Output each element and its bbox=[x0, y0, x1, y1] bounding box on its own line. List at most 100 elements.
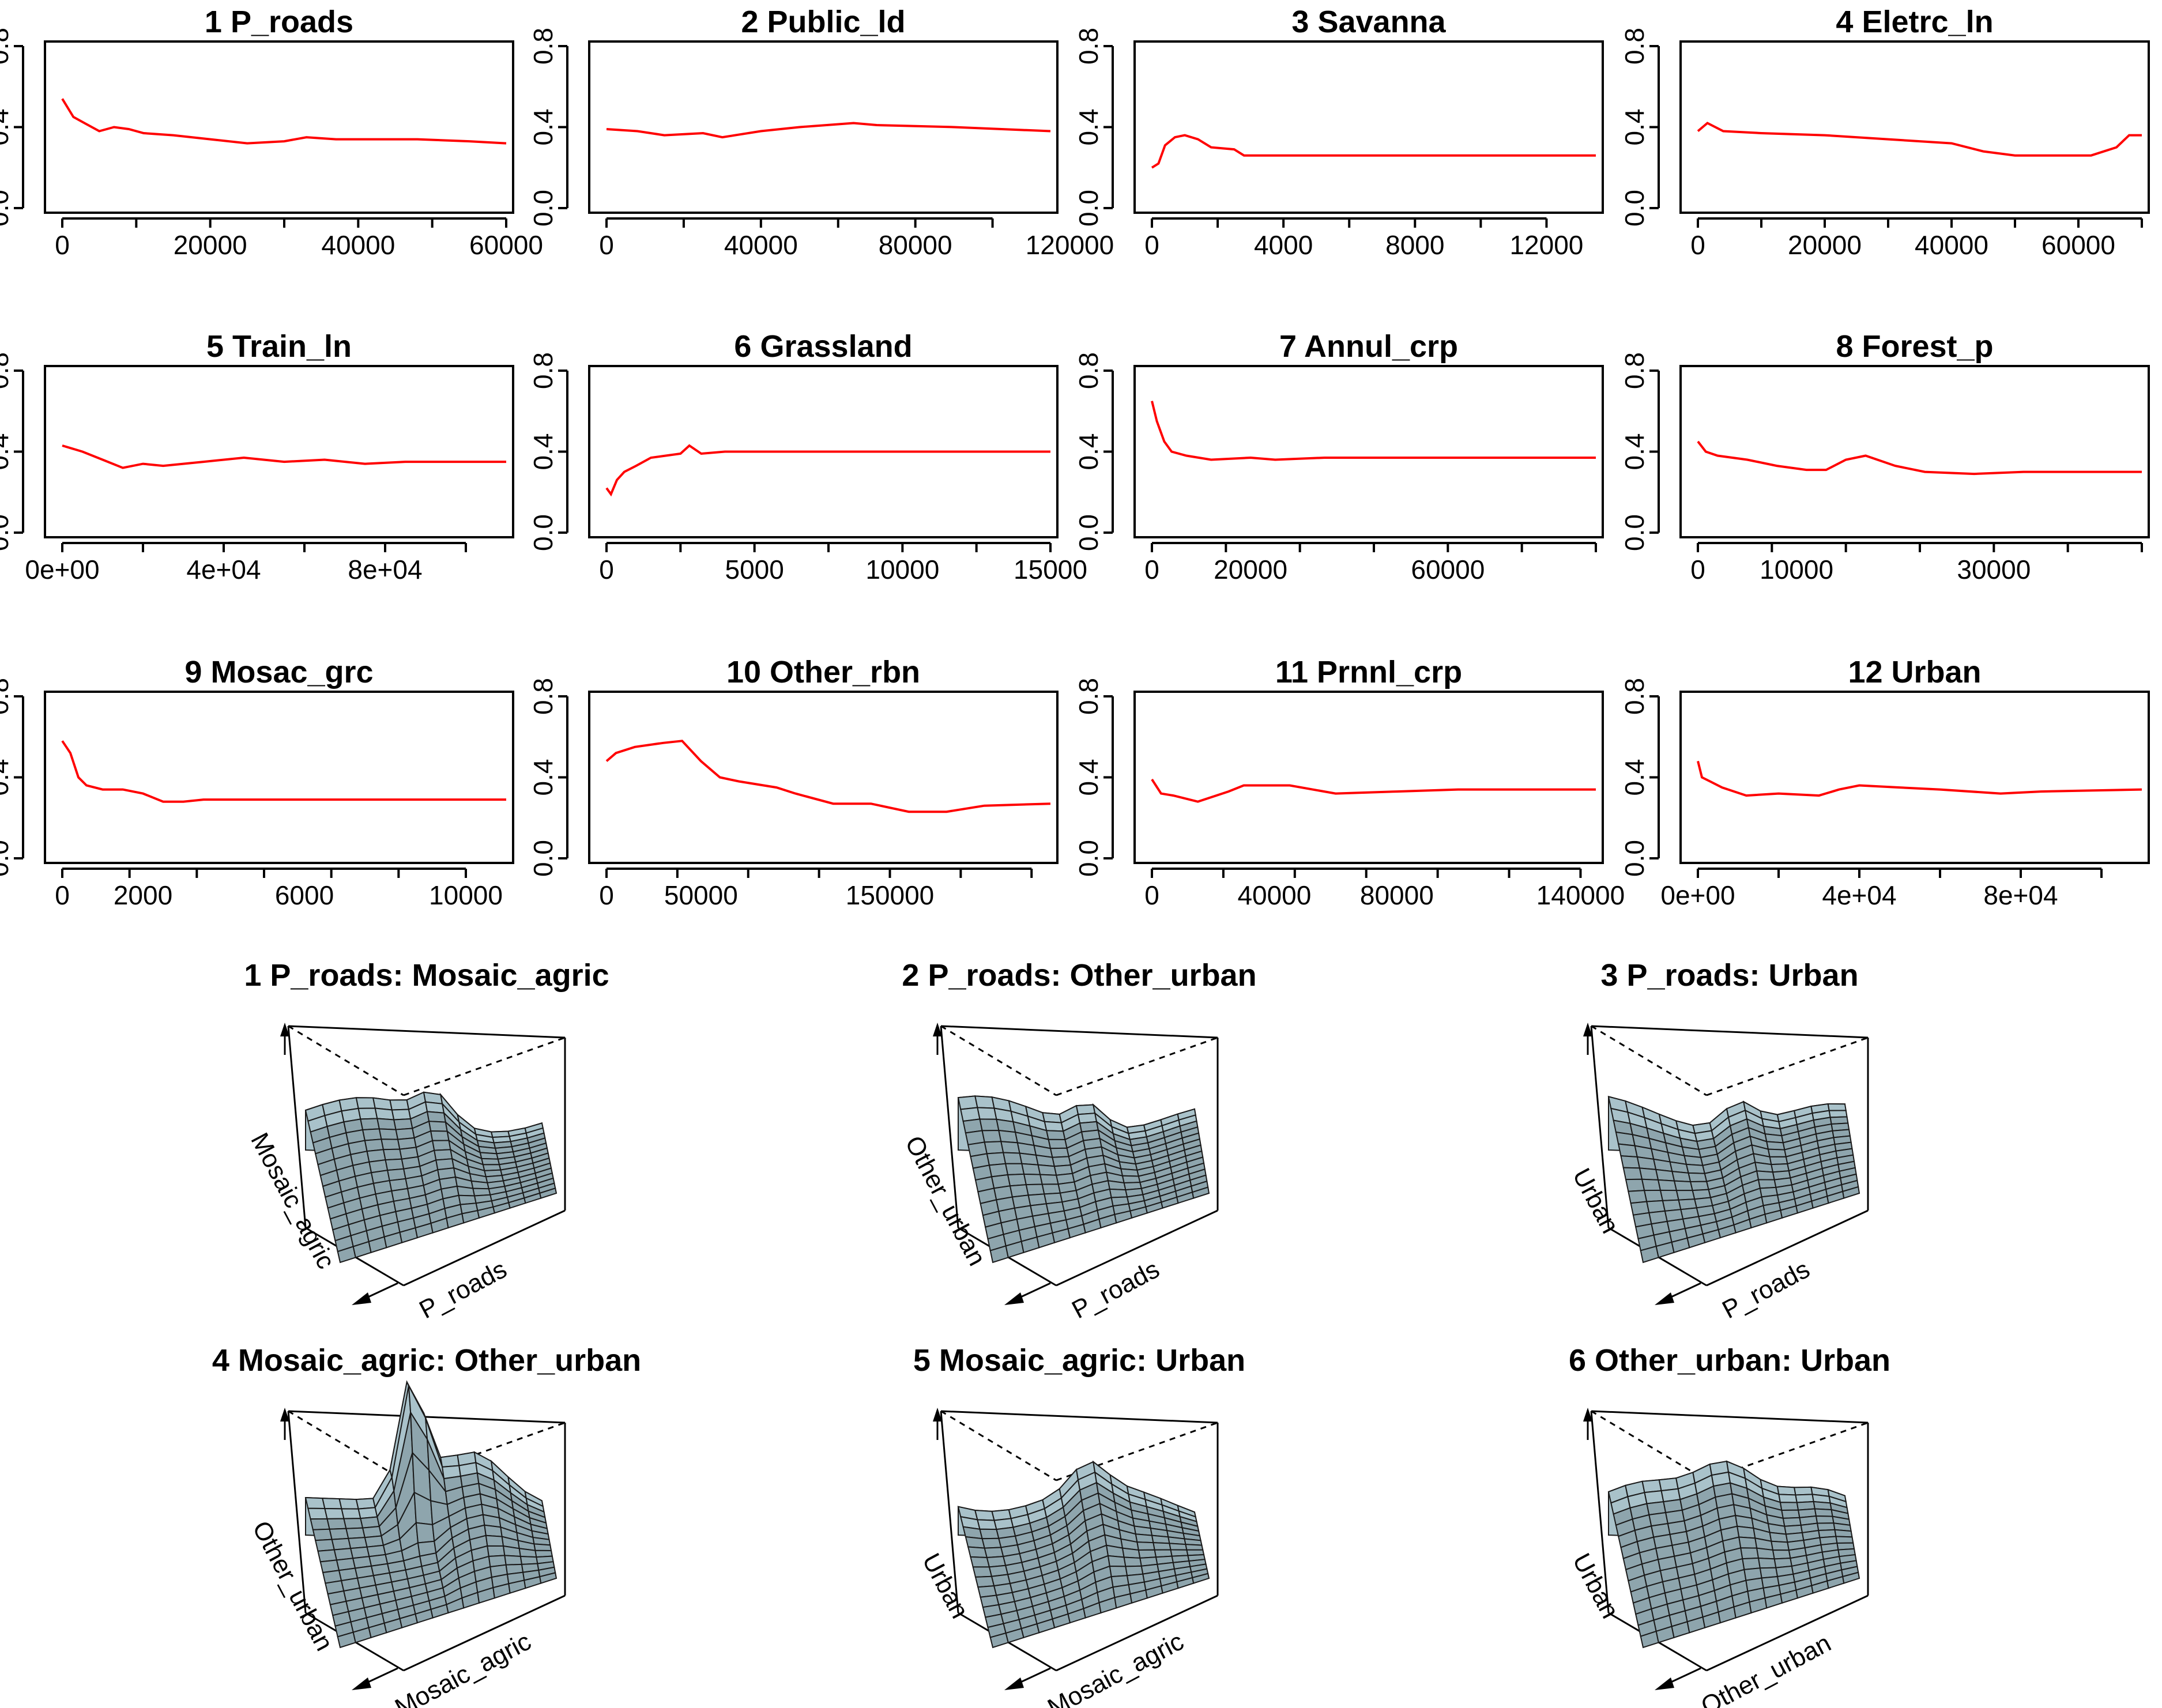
plot-frame bbox=[44, 365, 514, 538]
y-tick-label: 0.0 bbox=[1619, 840, 1649, 877]
series-line bbox=[1151, 778, 1596, 803]
box-edge bbox=[403, 1209, 566, 1287]
box-edge-hidden bbox=[403, 1036, 566, 1096]
plot-frame bbox=[1679, 365, 2150, 538]
surface-facet bbox=[1671, 1170, 1692, 1183]
surface-panel: 5 Mosaic_agric: Urban Mosaic_agric Urban bbox=[913, 1343, 1245, 1708]
box-edge bbox=[940, 1410, 1218, 1424]
y-tick-label: 0.0 bbox=[528, 190, 558, 227]
panel-title: 3 Savanna bbox=[1291, 5, 1446, 39]
surface-facet bbox=[1002, 1152, 1023, 1164]
x-tick-label: 80000 bbox=[879, 230, 952, 260]
surface-facet bbox=[1641, 1178, 1662, 1192]
surface-facet bbox=[355, 1097, 376, 1109]
x-tick-label: 4e+04 bbox=[1822, 880, 1896, 910]
surface-facet bbox=[376, 1118, 397, 1130]
box-edge bbox=[1706, 1209, 1869, 1287]
line-panel: 4 Eletrc_ln 0.0 0.4 0.8 0 20000 40000 60000 bbox=[1619, 5, 2150, 260]
box-edge bbox=[287, 1025, 307, 1228]
line-panel: 2 Public_ld 0.0 0.4 0.8 0 40000 80000 120000 bbox=[528, 5, 1114, 260]
x-tick-label: 140000 bbox=[1536, 880, 1625, 910]
y-tick-label: 0.8 bbox=[1074, 352, 1103, 389]
x-tick-label: 2000 bbox=[114, 880, 172, 910]
surface-facet bbox=[1136, 1541, 1155, 1551]
plot-frame bbox=[44, 691, 514, 864]
box-edge bbox=[1591, 1025, 1869, 1039]
series-line bbox=[605, 444, 1050, 497]
panel-title: 4 Eletrc_ln bbox=[1836, 5, 1993, 39]
surface-facet bbox=[378, 1128, 399, 1140]
surface-facet bbox=[974, 1095, 995, 1109]
surface-facet bbox=[977, 1519, 997, 1530]
surface-facet bbox=[533, 1543, 552, 1551]
surface-facet bbox=[1689, 1181, 1709, 1192]
y-axis-label: Urban bbox=[1567, 1164, 1625, 1238]
z-axis-arrowhead bbox=[933, 1408, 942, 1422]
surface-facet bbox=[1842, 1186, 1860, 1199]
plot-frame bbox=[588, 691, 1059, 864]
line-panel: 3 Savanna 0.0 0.4 0.8 0 4000 8000 12000 bbox=[1074, 5, 1604, 260]
line-panel: 6 Grassland 0.0 0.4 0.8 0 5000 10000 15000 bbox=[528, 329, 1087, 585]
surface-facet bbox=[1048, 1138, 1068, 1149]
y-tick-label: 0.4 bbox=[1074, 109, 1103, 146]
surface-facet bbox=[326, 1518, 347, 1530]
box-edge-hidden bbox=[1591, 1410, 1707, 1481]
x-tick-label: 6000 bbox=[275, 880, 334, 910]
surface-facet bbox=[1685, 1163, 1706, 1174]
panel-title: 6 Grassland bbox=[734, 329, 912, 364]
surface-facet bbox=[539, 1187, 558, 1199]
panel-title: 5 Mosaic_agric: Urban bbox=[913, 1343, 1245, 1378]
x-tick-label: 80000 bbox=[1360, 880, 1434, 910]
surface-facet bbox=[1793, 1486, 1813, 1496]
x-tick-label: 0 bbox=[1144, 230, 1159, 260]
x-tick-label: 40000 bbox=[724, 230, 798, 260]
surface-facet bbox=[1121, 1547, 1141, 1559]
panel-title: 7 Annul_crp bbox=[1279, 329, 1458, 364]
surface-facet bbox=[1834, 1529, 1853, 1538]
x-tick-label: 60000 bbox=[1411, 555, 1485, 585]
y-tick-label: 0.0 bbox=[0, 514, 14, 551]
surface-facet bbox=[1771, 1540, 1790, 1551]
surface-facet bbox=[1643, 1189, 1664, 1202]
y-tick-label: 0.8 bbox=[1619, 678, 1649, 715]
surface-facet bbox=[1628, 1190, 1648, 1204]
box-edge-hidden bbox=[940, 1410, 1057, 1481]
surface-facet bbox=[1675, 1190, 1696, 1201]
surface-facet bbox=[1025, 1183, 1045, 1196]
surface-facet bbox=[981, 1129, 1002, 1143]
box-edge bbox=[940, 1025, 959, 1228]
box-edge-hidden bbox=[288, 1025, 404, 1096]
panel-title: 1 P_roads: Mosaic_agric bbox=[244, 958, 609, 993]
x-tick-label: 0 bbox=[599, 880, 614, 910]
surface-facet bbox=[1135, 1533, 1154, 1544]
surface-facet bbox=[984, 1141, 1004, 1155]
surface-facet bbox=[431, 1140, 451, 1151]
surface-facet bbox=[1109, 1565, 1128, 1578]
x-tick-label: 30000 bbox=[1957, 555, 2031, 585]
y-tick-label: 0.4 bbox=[1619, 433, 1649, 470]
box-edge-hidden bbox=[403, 1422, 566, 1481]
surface-facet bbox=[310, 1518, 330, 1530]
surface-facet bbox=[1107, 1555, 1127, 1567]
surface-facet bbox=[1772, 1549, 1791, 1560]
surface-facet bbox=[341, 1508, 361, 1520]
box-edge bbox=[1706, 1594, 1869, 1672]
surface-facet bbox=[484, 1524, 503, 1537]
z-axis-arrowhead bbox=[1583, 1408, 1592, 1422]
x-axis-label: Mosaic_agric bbox=[1043, 1627, 1188, 1708]
box-edge-hidden bbox=[1056, 1036, 1218, 1096]
surface-facet bbox=[1044, 1121, 1064, 1132]
surface-facet bbox=[426, 1111, 447, 1123]
y-tick-label: 0.4 bbox=[1619, 759, 1649, 796]
surface-facet bbox=[1778, 1494, 1798, 1503]
plot-frame bbox=[44, 40, 514, 214]
surface-facet bbox=[1622, 1167, 1643, 1181]
y-tick-label: 0.4 bbox=[0, 109, 14, 146]
surface-facet bbox=[485, 1534, 504, 1547]
z-axis-arrowhead bbox=[280, 1408, 289, 1422]
x-tick-label: 0 bbox=[55, 230, 70, 260]
y-tick-label: 0.8 bbox=[0, 678, 14, 715]
surface-facet bbox=[1037, 1164, 1057, 1176]
surface-facet bbox=[970, 1556, 990, 1568]
